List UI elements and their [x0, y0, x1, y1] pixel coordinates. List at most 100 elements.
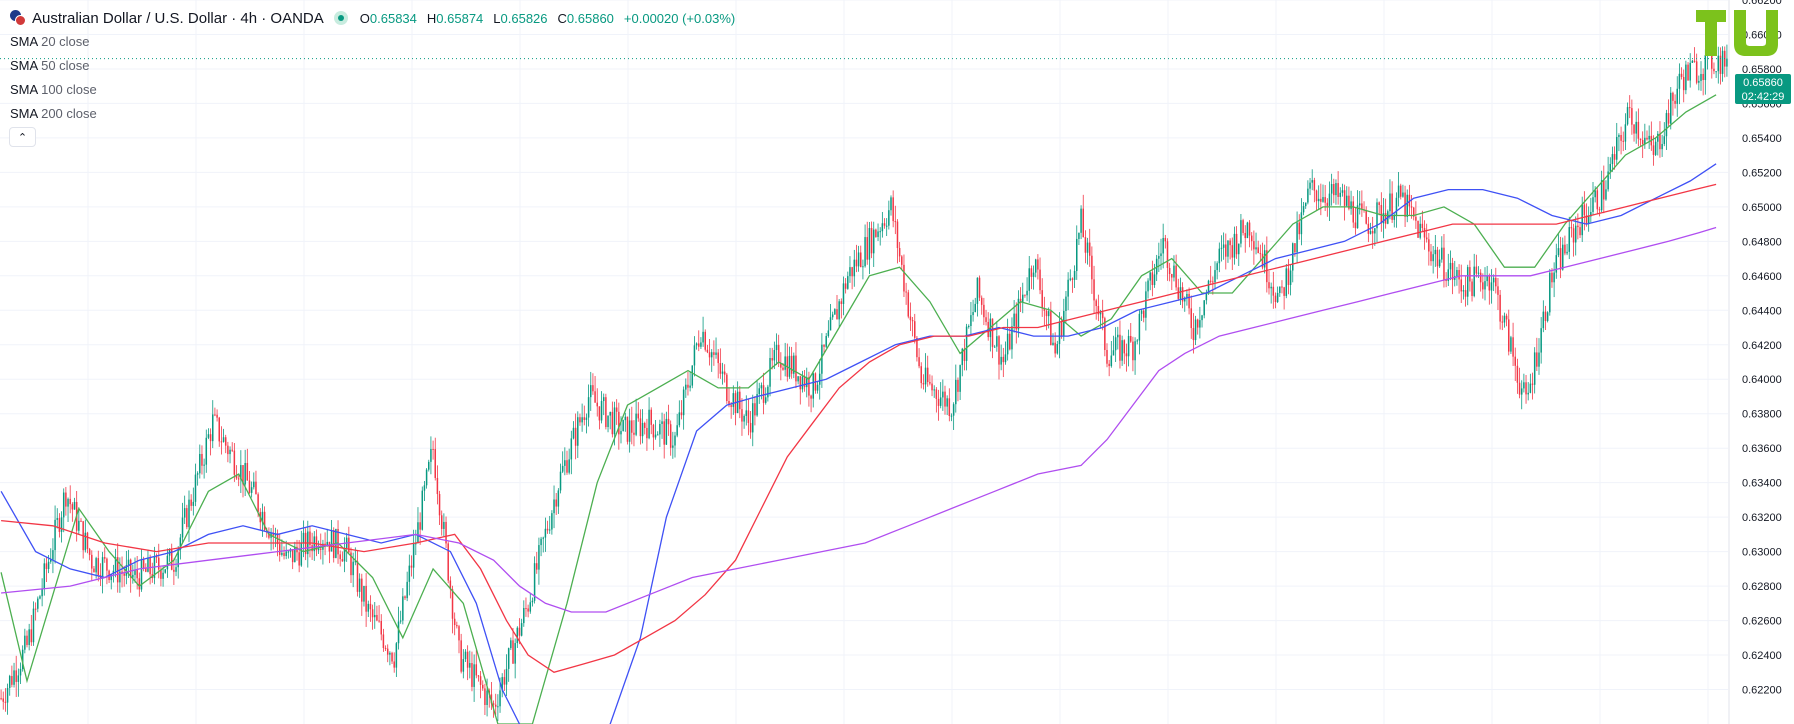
candle-body: [1171, 273, 1173, 278]
candle-body: [1317, 198, 1320, 202]
candle-body: [507, 648, 510, 669]
candle-body: [1119, 334, 1121, 361]
candle-body: [1248, 222, 1251, 236]
price-axis[interactable]: 0.662000.660000.658000.656000.654000.652…: [1742, 0, 1782, 697]
candle-body: [667, 418, 670, 425]
candle-body: [568, 459, 570, 473]
candle-body: [1030, 268, 1033, 277]
candle-body: [732, 393, 735, 407]
sma-line: [1, 183, 1717, 674]
candle-body: [1313, 180, 1316, 191]
candle-body: [149, 557, 151, 575]
candle-body: [1698, 80, 1700, 83]
candle-body: [162, 572, 164, 579]
candle-body: [69, 498, 71, 505]
collapse-legend-button[interactable]: ⌃: [9, 127, 36, 147]
candle-body: [706, 349, 709, 353]
candle-body: [1343, 190, 1346, 206]
candle-body: [1421, 223, 1424, 229]
candle-body: [637, 413, 640, 419]
candle-body: [190, 499, 192, 506]
candle-body: [933, 389, 935, 391]
candle-body: [773, 350, 776, 361]
candle-body: [1443, 247, 1445, 280]
candle-body: [1145, 291, 1147, 318]
candle-body: [1173, 265, 1175, 278]
candle-body: [896, 221, 899, 248]
candle-body: [43, 563, 46, 589]
candle-body: [1488, 275, 1491, 291]
candle-body: [1296, 222, 1298, 253]
candle-body: [771, 358, 773, 361]
candle-body: [1477, 272, 1480, 274]
candle-body: [516, 627, 519, 644]
candle-body: [1002, 356, 1005, 363]
candle-body: [1499, 294, 1501, 322]
candle-body: [181, 517, 184, 538]
candle-body: [112, 570, 115, 575]
candle-body: [1380, 205, 1383, 224]
candle-body: [1402, 192, 1404, 197]
candle-body: [352, 561, 354, 576]
candle-body: [1151, 272, 1154, 286]
candle-body: [129, 559, 132, 578]
candle-body: [790, 355, 793, 374]
indicator-name: SMA: [10, 82, 38, 97]
candle-body: [1199, 320, 1201, 328]
candle-body: [574, 427, 577, 446]
candle-body: [1408, 194, 1411, 207]
candle-body: [1153, 274, 1156, 286]
candle-body: [1160, 253, 1162, 257]
candle-body: [1162, 237, 1164, 254]
candle-body: [533, 563, 536, 601]
candle-body: [1551, 272, 1553, 283]
candle-body: [261, 511, 264, 523]
candle-body: [818, 373, 821, 385]
candle-body: [648, 409, 650, 439]
candle-body: [1279, 286, 1281, 293]
candle-body: [419, 522, 421, 530]
candle-body: [1391, 193, 1393, 220]
candle-body: [397, 621, 400, 644]
candle-body: [1328, 193, 1331, 206]
candle-body: [285, 551, 287, 557]
candle-body: [602, 397, 605, 402]
candle-body: [298, 552, 300, 566]
candle-body: [644, 422, 646, 428]
candle-body: [1518, 382, 1521, 395]
indicator-name: SMA: [10, 106, 38, 121]
candle-body: [1177, 287, 1180, 299]
candle-body: [754, 403, 756, 416]
candle-body: [525, 607, 527, 609]
indicator-sma-20[interactable]: SMA 20 close: [10, 34, 90, 49]
candle-body: [1110, 355, 1113, 367]
candle-body: [237, 478, 240, 480]
candle-body: [784, 356, 786, 370]
candle-body: [1596, 190, 1599, 210]
candle-body: [376, 614, 378, 621]
candle-body: [531, 600, 534, 603]
candle-body: [1607, 171, 1609, 190]
candle-body: [1378, 202, 1380, 206]
candle-body: [192, 501, 195, 506]
candle-body: [233, 450, 236, 475]
indicator-sma-50[interactable]: SMA 50 close: [10, 58, 90, 73]
candle-body: [972, 312, 974, 316]
candle-body: [505, 668, 508, 685]
candle-body: [916, 337, 918, 358]
candle-body: [469, 663, 471, 668]
candle-body: [32, 608, 35, 643]
candle-body: [1158, 256, 1160, 259]
candle-body: [1577, 225, 1579, 228]
candle-body: [875, 229, 877, 237]
candle-body: [944, 391, 946, 407]
candle-body: [1292, 243, 1294, 271]
candle-body: [1583, 204, 1586, 216]
candle-body: [564, 460, 566, 466]
candle-body: [1114, 337, 1117, 351]
symbol-title[interactable]: Australian Dollar / U.S. Dollar · 4h · O…: [32, 9, 324, 27]
indicator-sma-100[interactable]: SMA 100 close: [10, 82, 97, 97]
indicator-sma-200[interactable]: SMA 200 close: [10, 106, 97, 121]
candle-body: [97, 558, 100, 575]
